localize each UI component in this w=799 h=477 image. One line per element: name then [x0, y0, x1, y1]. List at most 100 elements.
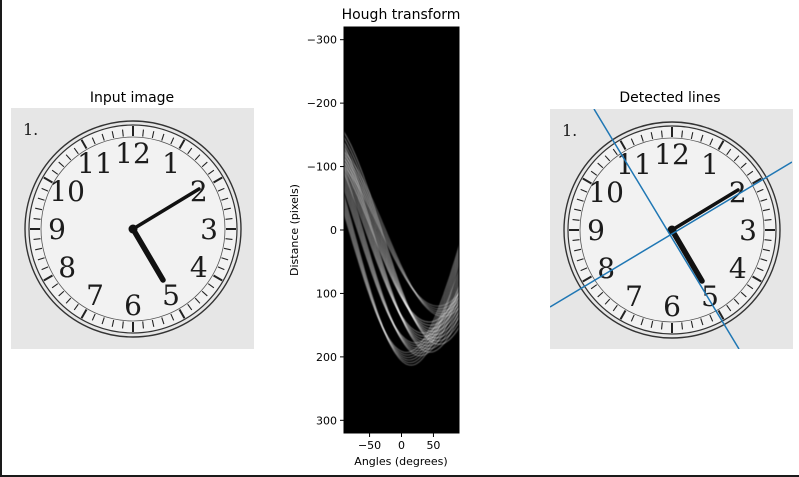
- detected-clock-tick: [580, 188, 588, 193]
- input-clock-tick: [225, 218, 233, 220]
- detected-clock-tick: [604, 298, 611, 305]
- hough-curve: [344, 167, 459, 357]
- detected-clock-tick: [580, 267, 588, 272]
- input-clock-numeral: 3: [200, 213, 218, 246]
- detected-clock-tick: [661, 130, 663, 138]
- hough-curve: [344, 154, 459, 315]
- input-clock-tick: [217, 187, 225, 192]
- hough-y-tick-label: 0: [330, 224, 337, 237]
- hough-y-axis-label: Distance (pixels): [288, 184, 301, 276]
- input-clock-tick: [122, 321, 124, 329]
- hough-curve: [344, 197, 459, 364]
- detected-clock-tick: [604, 155, 611, 162]
- detected-clock-tick: [572, 239, 580, 241]
- input-clock-numeral: 4: [190, 251, 208, 284]
- detected-clock-tick: [709, 138, 714, 146]
- input-clock-tick: [41, 266, 49, 271]
- input-clock-tick: [73, 303, 79, 311]
- detected-clock-tick: [690, 320, 694, 328]
- detected-clock-tick: [762, 248, 770, 252]
- input-clock-numeral: 8: [58, 251, 76, 284]
- input-clock-minute-ticks: [30, 126, 236, 332]
- detected-clock-tick: [764, 239, 772, 241]
- input-clock-outer-ring: [24, 120, 242, 338]
- detected-clock-tick: [764, 219, 772, 221]
- input-clock-tick: [217, 266, 225, 271]
- input-clock-tick: [221, 257, 229, 261]
- detected-line: [550, 161, 792, 308]
- input-clock-tick: [91, 137, 96, 145]
- input-clock-tick: [73, 147, 79, 155]
- input-clock-tick: [58, 161, 65, 168]
- detected-clock-corner-label: 1.: [562, 121, 577, 140]
- detected-clock-inner-ring: [579, 137, 765, 323]
- hough-y-tick-label: −100: [307, 161, 337, 174]
- detected-clock-numeral: 4: [729, 252, 747, 285]
- detected-lines-title: Detected lines: [619, 90, 720, 106]
- detected-clock-tick: [612, 148, 618, 156]
- input-clock-numeral: 9: [48, 213, 66, 246]
- input-clock-tick: [170, 313, 175, 321]
- input-clock-tick: [43, 176, 53, 184]
- input-clock-inner-ring: [40, 136, 226, 322]
- input-clock-tick: [101, 133, 105, 141]
- hough-x-tick-label: 0: [398, 439, 405, 452]
- input-clock-tick: [161, 317, 165, 325]
- detected-clock-tick: [760, 258, 768, 262]
- input-clock-tick: [41, 187, 49, 192]
- input-clock-tick: [142, 321, 144, 329]
- detected-clock-minute-ticks: [569, 127, 775, 333]
- detected-clock-tick: [726, 148, 732, 156]
- input-clock-minute-hand: [131, 187, 201, 231]
- input-clock-tick: [51, 169, 59, 175]
- detected-clock-tick: [612, 304, 618, 312]
- input-clock-tick: [37, 257, 45, 261]
- detected-clock-numeral: 6: [663, 290, 681, 323]
- input-clock-tick: [161, 133, 165, 141]
- input-clock-tick: [187, 303, 193, 311]
- hough-x-ticks: −50 0 50: [358, 433, 440, 452]
- input-clock-tick: [223, 247, 231, 251]
- input-clock-tick: [122, 129, 124, 137]
- detected-clock-numeral: 5: [701, 280, 719, 313]
- hough-curve: [344, 143, 459, 353]
- input-clock-tick: [201, 290, 208, 297]
- detected-clock-outer-ring: [563, 121, 781, 339]
- detected-clock-numeral: 9: [587, 214, 605, 247]
- input-clock-numeral: 7: [86, 279, 104, 312]
- detected-clock-tick: [630, 138, 635, 146]
- detected-clock-tick: [700, 318, 704, 326]
- input-clock-hour-hand: [130, 226, 166, 283]
- input-clock-corner-label: 1.: [23, 120, 38, 139]
- hough-y-tick-label: −300: [307, 34, 337, 47]
- hough-y-tick-label: 100: [316, 287, 337, 300]
- input-clock-tick: [35, 207, 43, 211]
- input-clock-numeral: 10: [49, 175, 85, 208]
- input-clock-tick: [221, 197, 229, 201]
- hough-x-tick-label: −50: [358, 439, 381, 452]
- detected-clock-tick: [717, 140, 725, 150]
- input-clock-tick: [37, 197, 45, 201]
- detected-clock-tick: [756, 188, 764, 193]
- detected-clock-tick: [746, 170, 754, 176]
- hough-curve: [344, 201, 459, 361]
- detected-clock-tick: [590, 284, 598, 290]
- detected-clock-tick: [661, 322, 663, 330]
- input-clock-tick: [151, 319, 155, 327]
- hough-accumulator-curves: [344, 131, 459, 366]
- input-clock-tick: [151, 131, 155, 139]
- detected-clock-tick: [650, 320, 654, 328]
- detected-clock-tick: [717, 310, 725, 320]
- detected-clock-minute-hand: [670, 188, 740, 232]
- detected-clock-tick: [582, 177, 592, 185]
- detected-clock-tick: [700, 134, 704, 142]
- input-clock-tick: [201, 161, 208, 168]
- input-clock-tick: [80, 309, 88, 319]
- input-clock-tick: [33, 218, 41, 220]
- hough-curve: [344, 151, 459, 317]
- detected-clock-numeral: 10: [588, 176, 624, 209]
- detected-clock-hour-hand: [669, 227, 705, 284]
